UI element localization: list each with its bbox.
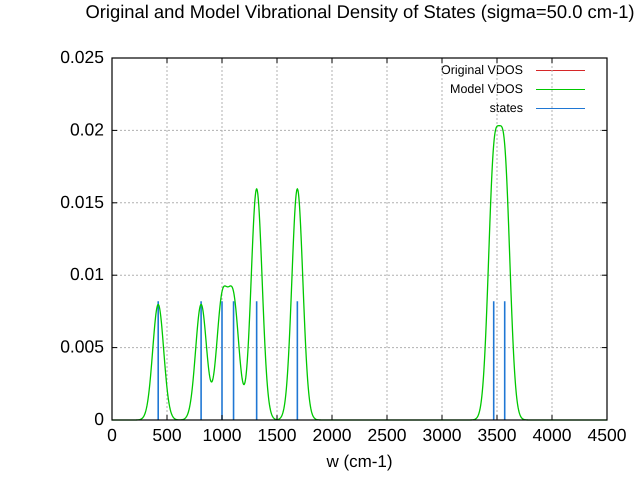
- svg-text:1000: 1000: [203, 425, 242, 445]
- svg-text:4000: 4000: [533, 425, 572, 445]
- svg-text:3000: 3000: [423, 425, 462, 445]
- svg-text:2500: 2500: [368, 425, 407, 445]
- svg-text:0: 0: [94, 409, 104, 429]
- svg-text:2000: 2000: [313, 425, 352, 445]
- svg-text:0.01: 0.01: [70, 264, 104, 284]
- svg-text:0.015: 0.015: [60, 192, 104, 212]
- svg-text:4500: 4500: [588, 425, 627, 445]
- svg-text:0.005: 0.005: [60, 337, 104, 357]
- svg-text:500: 500: [152, 425, 181, 445]
- svg-text:1500: 1500: [258, 425, 297, 445]
- svg-text:0.02: 0.02: [70, 119, 104, 139]
- svg-text:0.025: 0.025: [60, 47, 104, 67]
- svg-text:3500: 3500: [478, 425, 517, 445]
- svg-text:0: 0: [107, 425, 117, 445]
